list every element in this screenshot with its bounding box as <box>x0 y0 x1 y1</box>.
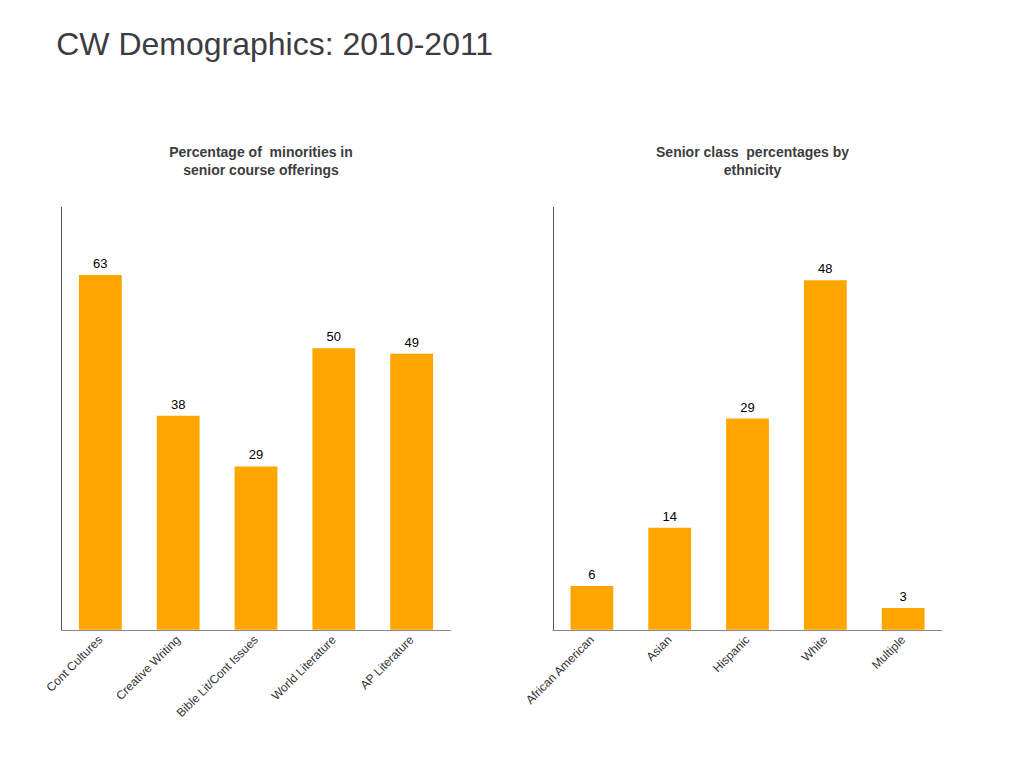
svg-text:29: 29 <box>249 447 263 462</box>
svg-text:38: 38 <box>171 397 185 412</box>
svg-text:White: White <box>799 633 831 665</box>
svg-text:Percentage of minorities in: Percentage of minorities in <box>169 144 353 160</box>
svg-text:Bible Lit/Cont Issues: Bible Lit/Cont Issues <box>174 633 261 720</box>
svg-text:6: 6 <box>588 567 595 582</box>
svg-text:AP Literature: AP Literature <box>357 633 416 692</box>
svg-text:Senior class percentages by: Senior class percentages by <box>656 144 849 160</box>
svg-text:CW Demographics: 2010-2011: CW Demographics: 2010-2011 <box>56 26 493 62</box>
svg-text:14: 14 <box>662 509 676 524</box>
svg-text:African American: African American <box>523 633 597 707</box>
svg-text:50: 50 <box>327 329 341 344</box>
svg-text:3: 3 <box>900 589 907 604</box>
svg-text:48: 48 <box>818 261 832 276</box>
svg-text:senior course offerings: senior course offerings <box>183 162 339 178</box>
svg-text:Multiple: Multiple <box>869 633 908 672</box>
svg-text:Hispanic: Hispanic <box>710 633 752 675</box>
svg-text:Asian: Asian <box>644 633 675 664</box>
svg-text:ethnicity: ethnicity <box>724 162 782 178</box>
svg-text:Cont Cultures: Cont Cultures <box>44 633 106 695</box>
svg-text:Creative Writing: Creative Writing <box>113 633 183 703</box>
svg-text:63: 63 <box>93 256 107 271</box>
svg-text:29: 29 <box>740 400 754 415</box>
svg-text:49: 49 <box>404 335 418 350</box>
svg-text:World Literature: World Literature <box>269 633 339 703</box>
